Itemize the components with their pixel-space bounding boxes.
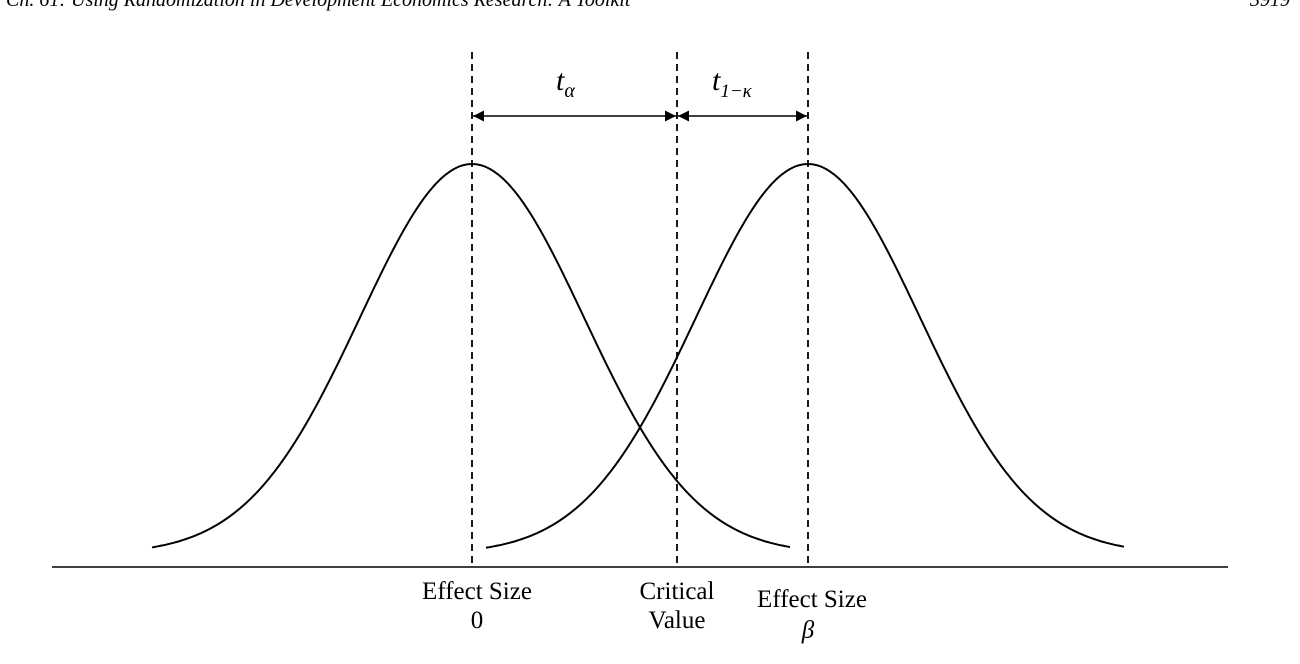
effect-size-zero-label: Effect Size [422, 578, 532, 605]
critical-value-label-line2: Value [649, 607, 706, 634]
t-alpha-label: tα [556, 64, 575, 102]
effect-size-beta-label: Effect Size [757, 586, 867, 613]
alternative-distribution-curve [485, 162, 1125, 549]
null-distribution-curve [151, 162, 791, 549]
effect-size-zero-value: 0 [471, 607, 484, 634]
running-header: Ch. 61: Using Randomization in Developme… [0, 0, 1300, 11]
effect-size-beta-symbol: β [801, 617, 815, 644]
t-one-minus-kappa-label: t1−κ [712, 64, 753, 102]
running-header-page-number: 3919 [1250, 0, 1290, 11]
critical-value-label-line1: Critical [640, 578, 715, 605]
running-header-chapter: Ch. 61: Using Randomization in Developme… [6, 0, 631, 11]
